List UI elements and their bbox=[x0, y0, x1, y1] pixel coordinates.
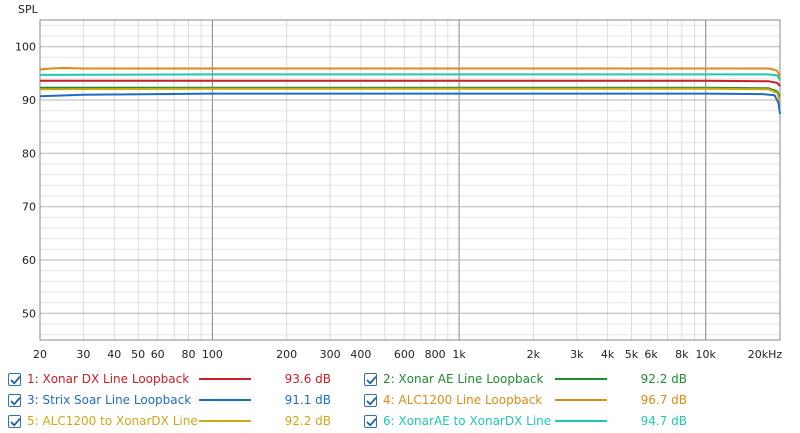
legend-level-value: 94.7 dB bbox=[640, 414, 687, 428]
x-tick-label: 100 bbox=[202, 348, 223, 361]
series-line-2 bbox=[40, 86, 781, 98]
legend-checkbox[interactable] bbox=[8, 393, 21, 407]
x-tick-label: 60 bbox=[151, 348, 165, 361]
x-tick-label: 20kHz bbox=[748, 348, 783, 361]
series-line-6 bbox=[39, 73, 781, 81]
series-line-3 bbox=[39, 92, 781, 115]
legend-color-swatch bbox=[555, 420, 607, 422]
x-tick-label: 200 bbox=[276, 348, 297, 361]
legend-level-value: 91.1 dB bbox=[284, 393, 331, 407]
legend-item-1[interactable]: 1: Xonar DX Line Loopback 93.6 dB bbox=[8, 370, 331, 388]
y-tick-labels: 50 60 70 80 90 100 bbox=[15, 41, 36, 321]
legend-color-swatch bbox=[199, 399, 251, 401]
legend-level-value: 92.2 dB bbox=[640, 372, 687, 386]
x-tick-label: 30 bbox=[76, 348, 90, 361]
legend-checkbox[interactable] bbox=[8, 414, 21, 428]
series-layer bbox=[39, 67, 781, 115]
legend-checkbox[interactable] bbox=[364, 372, 377, 386]
legend-checkbox[interactable] bbox=[364, 414, 377, 428]
legend-checkbox[interactable] bbox=[8, 372, 21, 386]
x-tick-label: 600 bbox=[394, 348, 415, 361]
x-tick-label: 2k bbox=[527, 348, 541, 361]
legend-series-name: 5: ALC1200 to XonarDX Line bbox=[27, 414, 198, 428]
x-tick-label: 8k bbox=[675, 348, 689, 361]
x-tick-label: 80 bbox=[182, 348, 196, 361]
x-tick-label: 1k bbox=[452, 348, 466, 361]
x-tick-label: 6k bbox=[644, 348, 658, 361]
y-tick-label: 80 bbox=[22, 147, 36, 160]
x-tick-label: 300 bbox=[320, 348, 341, 361]
x-tick-label: 50 bbox=[131, 348, 145, 361]
x-tick-label: 400 bbox=[350, 348, 371, 361]
series-line-1 bbox=[40, 79, 781, 87]
y-tick-label: 50 bbox=[22, 307, 36, 320]
legend-color-swatch bbox=[199, 378, 251, 380]
legend-series-name: 4: ALC1200 Line Loopback bbox=[383, 393, 543, 407]
grid-major bbox=[40, 20, 780, 340]
legend-level-value: 92.2 dB bbox=[284, 414, 331, 428]
y-tick-label: 70 bbox=[22, 201, 36, 214]
plot-frame bbox=[39, 19, 781, 341]
x-tick-label: 4k bbox=[601, 348, 615, 361]
legend-series-name: 6: XonarAE to XonarDX Line bbox=[383, 414, 552, 428]
x-tick-labels: 20 30 40 50 60 80 100 200 300 400 600 800 1k 2k 3k 4k 5k… bbox=[33, 348, 782, 361]
legend-level-value: 96.7 dB bbox=[640, 393, 687, 407]
legend-item-6[interactable]: 6: XonarAE to XonarDX Line 94.7 dB bbox=[364, 412, 687, 430]
legend-level-value: 93.6 dB bbox=[284, 372, 331, 386]
legend-checkbox[interactable] bbox=[364, 393, 377, 407]
x-tick-label: 20 bbox=[33, 348, 47, 361]
x-tick-label: 3k bbox=[570, 348, 584, 361]
x-tick-label: 40 bbox=[107, 348, 121, 361]
legend-color-swatch bbox=[555, 378, 607, 380]
legend-color-swatch bbox=[555, 399, 607, 401]
legend-item-3[interactable]: 3: Strix Soar Line Loopback 91.1 dB bbox=[8, 391, 331, 409]
legend-series-name: 2: Xonar AE Line Loopback bbox=[383, 372, 544, 386]
legend-color-swatch bbox=[199, 420, 251, 422]
frequency-response-chart: 50 60 70 80 90 100 20 30 40 50 60 80 100 200 300 400 60… bbox=[15, 3, 782, 361]
legend-item-4[interactable]: 4: ALC1200 Line Loopback 96.7 dB bbox=[364, 391, 687, 409]
y-tick-label: 90 bbox=[22, 94, 36, 107]
series-line-4 bbox=[39, 67, 781, 78]
y-tick-label: 100 bbox=[15, 41, 36, 54]
legend-item-2[interactable]: 2: Xonar AE Line Loopback 92.2 dB bbox=[364, 370, 687, 388]
series-line-5 bbox=[39, 87, 781, 102]
legend-series-name: 3: Strix Soar Line Loopback bbox=[27, 393, 192, 407]
legend-series-name: 1: Xonar DX Line Loopback bbox=[27, 372, 190, 386]
x-tick-label: 10k bbox=[696, 348, 717, 361]
y-tick-label: 60 bbox=[22, 254, 36, 267]
y-axis-title: SPL bbox=[18, 3, 39, 16]
legend-item-5[interactable]: 5: ALC1200 to XonarDX Line 92.2 dB bbox=[8, 412, 331, 430]
x-tick-label: 800 bbox=[425, 348, 446, 361]
x-tick-label: 5k bbox=[625, 348, 639, 361]
legend: 1: Xonar DX Line Loopback 93.6 dB 2: Xonar… bbox=[0, 368, 800, 432]
